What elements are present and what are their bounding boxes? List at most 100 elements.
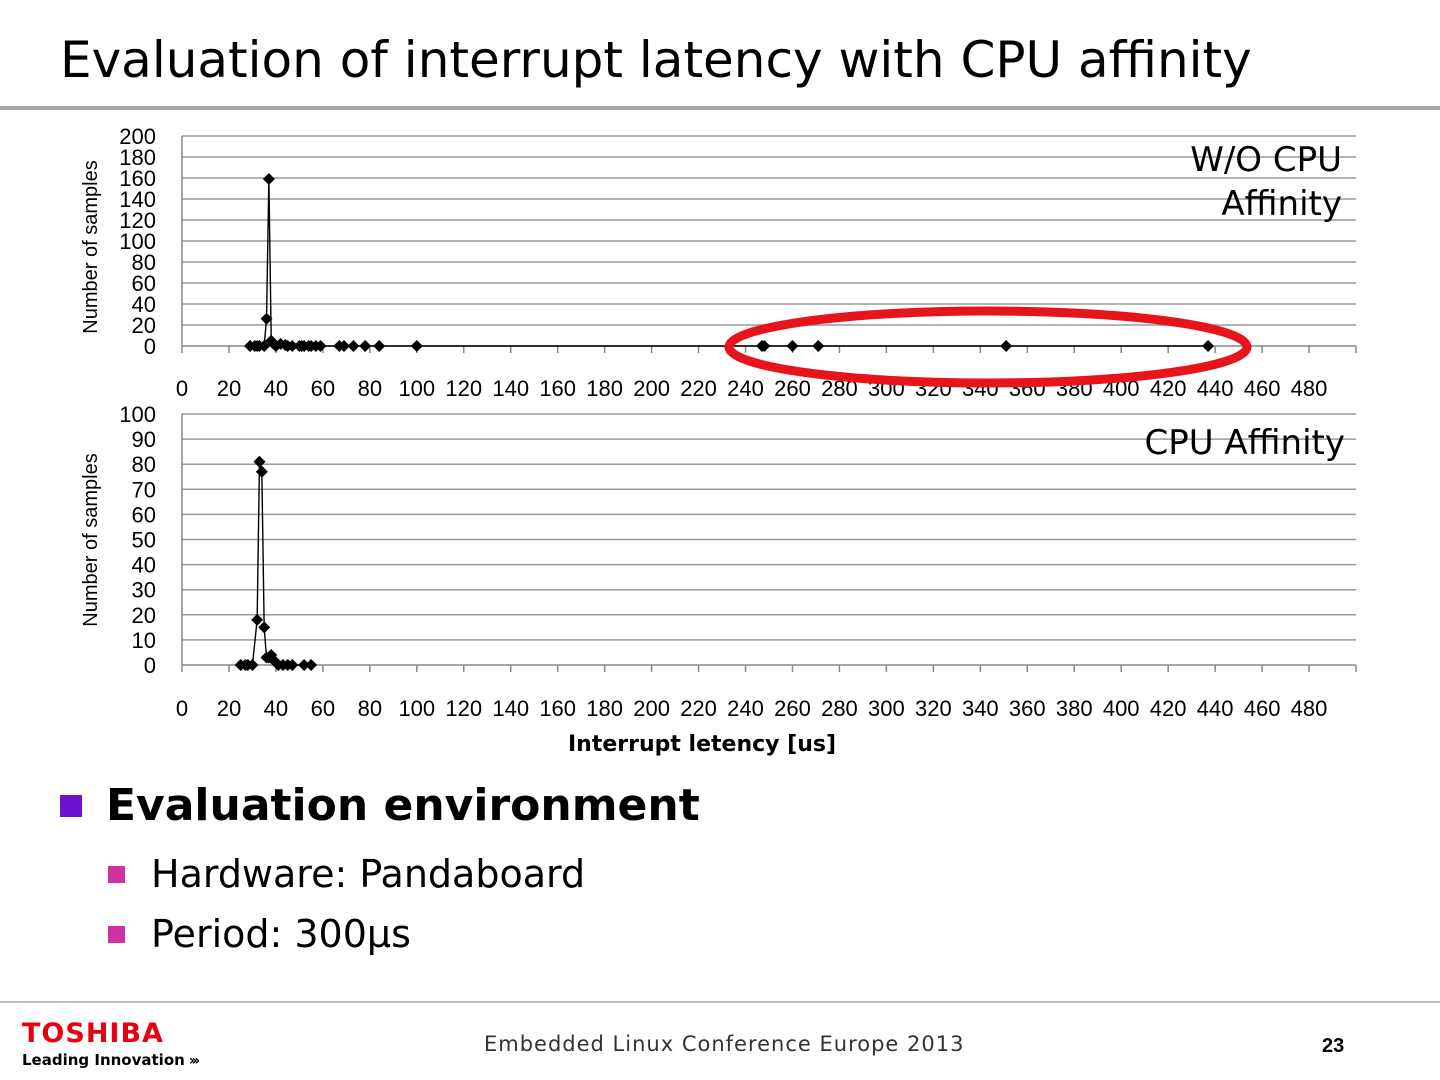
data-point: [1000, 340, 1013, 352]
y-tick-label: 60: [132, 271, 156, 296]
x-tick-label: 260: [774, 696, 811, 721]
data-point: [338, 340, 351, 352]
x-tick-label: 240: [727, 696, 764, 721]
company-logo: TOSHIBA Leading Innovation ›››: [22, 1018, 200, 1069]
x-tick-label: 180: [586, 376, 623, 401]
data-point: [314, 340, 327, 352]
y-axis-title-2: Number of samples: [80, 453, 102, 626]
y-tick-label: 30: [132, 578, 156, 603]
y-tick-label: 60: [132, 502, 156, 527]
y-axis-title-1: Number of samples: [80, 160, 102, 333]
x-tick-label: 200: [633, 376, 670, 401]
x-tick-label: 260: [774, 376, 811, 401]
data-point: [286, 659, 299, 671]
footer-divider: [0, 1001, 1440, 1003]
data-point: [359, 340, 372, 352]
data-point: [286, 340, 299, 352]
x-tick-label: 480: [1291, 696, 1328, 721]
y-tick-label: 100: [119, 229, 156, 254]
highlight-ellipse: [724, 306, 1252, 388]
bullet-item-text: Hardware: Pandaboard: [151, 852, 586, 896]
x-tick-label: 220: [680, 376, 717, 401]
x-tick-label: 20: [217, 696, 241, 721]
x-tick-label: 360: [1009, 696, 1046, 721]
x-tick-label: 400: [1103, 696, 1140, 721]
x-tick-label: 380: [1056, 696, 1093, 721]
data-point: [410, 340, 423, 352]
data-point: [812, 340, 825, 352]
x-tick-label: 440: [1197, 696, 1234, 721]
y-tick-label: 0: [144, 653, 156, 678]
x-tick-label: 300: [868, 696, 905, 721]
y-tick-label: 200: [119, 124, 156, 149]
logo-wordmark: TOSHIBA: [22, 1018, 164, 1049]
x-tick-label: 460: [1244, 696, 1281, 721]
square-bullet-icon: [108, 925, 125, 943]
logo-tagline-text: Leading Innovation: [22, 1051, 185, 1069]
data-point: [298, 659, 311, 671]
x-tick-label: 220: [680, 696, 717, 721]
chart-1-annotation-line-2: Affinity: [1221, 184, 1342, 224]
x-tick-label: 480: [1291, 376, 1328, 401]
x-tick-label: 280: [821, 696, 858, 721]
square-bullet-icon: [108, 865, 125, 883]
x-axis-title: Interrupt letency [us]: [568, 732, 836, 757]
data-point: [258, 621, 271, 634]
data-point: [258, 340, 271, 352]
bullet-item-hardware: Hardware: Pandaboard: [108, 852, 585, 896]
y-tick-label: 20: [132, 313, 156, 338]
x-tick-label: 60: [311, 376, 335, 401]
x-tick-label: 440: [1197, 376, 1234, 401]
chart-without-affinity: Number of samples 0204060801001201401601…: [80, 124, 1357, 401]
chevrons-right-icon: ›››: [188, 1053, 200, 1069]
x-tick-label: 100: [398, 696, 435, 721]
square-bullet-icon: [60, 794, 82, 817]
data-point: [786, 340, 799, 352]
data-point: [373, 340, 386, 352]
chart-with-affinity: Number of samples 0102030405060708090100…: [80, 402, 1357, 721]
data-point: [253, 455, 266, 468]
chart-2-annotation: CPU Affinity: [1144, 423, 1345, 463]
y-tick-label: 20: [132, 603, 156, 628]
slide-title: Evaluation of interrupt latency with CPU…: [60, 31, 1252, 89]
x-tick-label: 140: [492, 696, 529, 721]
x-tick-label: 20: [217, 376, 241, 401]
y-tick-label: 40: [132, 292, 156, 317]
section-heading-text: Evaluation environment: [106, 780, 700, 831]
y-tick-label: 100: [119, 402, 156, 427]
x-tick-label: 240: [727, 376, 764, 401]
series-line: [240, 461, 312, 666]
data-point: [251, 613, 264, 626]
x-tick-label: 200: [633, 696, 670, 721]
x-tick-label: 180: [586, 696, 623, 721]
x-tick-label: 160: [539, 696, 576, 721]
y-tick-label: 70: [132, 477, 156, 502]
data-point: [758, 340, 771, 352]
x-tick-label: 320: [915, 696, 952, 721]
x-tick-label: 160: [539, 376, 576, 401]
data-point: [347, 340, 360, 352]
latency-charts: Number of samples 0204060801001201401601…: [80, 124, 1357, 757]
y-tick-label: 40: [132, 553, 156, 578]
x-tick-label: 460: [1244, 376, 1281, 401]
x-tick-label: 80: [358, 376, 382, 401]
bullet-item-period: Period: 300μs: [108, 912, 411, 956]
x-tick-label: 120: [445, 376, 482, 401]
data-point: [260, 312, 273, 325]
y-tick-label: 140: [119, 187, 156, 212]
y-tick-label: 90: [132, 427, 156, 452]
chart-1-annotation-line-1: W/O CPU: [1190, 140, 1342, 180]
y-tick-label: 160: [119, 166, 156, 191]
x-tick-label: 0: [176, 376, 188, 401]
section-heading: Evaluation environment: [60, 780, 700, 831]
x-tick-label: 40: [264, 376, 288, 401]
x-tick-label: 140: [492, 376, 529, 401]
y-tick-label: 120: [119, 208, 156, 233]
footer-conference-name: Embedded Linux Conference Europe 2013: [484, 1032, 965, 1056]
x-tick-label: 420: [1150, 696, 1187, 721]
data-point: [262, 173, 275, 186]
y-tick-label: 10: [132, 628, 156, 653]
x-tick-label: 0: [176, 696, 188, 721]
x-tick-label: 60: [311, 696, 335, 721]
page-number: 23: [1322, 1035, 1345, 1057]
